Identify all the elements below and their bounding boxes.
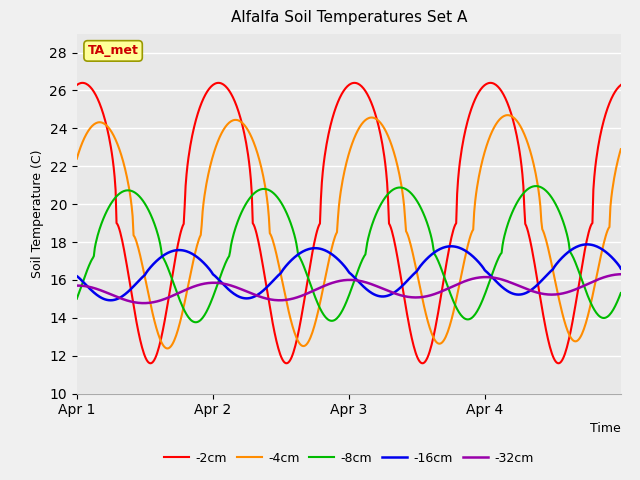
-2cm [554, 360, 562, 366]
-16cm [73, 273, 81, 279]
-4cm [441, 336, 449, 341]
Text: TA_met: TA_met [88, 44, 138, 58]
-2cm [617, 82, 625, 88]
Legend: -2cm, -4cm, -8cm, -16cm, -32cm: -2cm, -4cm, -8cm, -16cm, -32cm [159, 447, 539, 469]
Text: Time: Time [590, 422, 621, 435]
-32cm [140, 300, 148, 306]
-16cm [617, 265, 625, 271]
-32cm [73, 283, 81, 288]
-32cm [617, 271, 625, 277]
-4cm [76, 147, 83, 153]
-8cm [192, 319, 200, 325]
Line: -2cm: -2cm [77, 83, 621, 363]
Line: -4cm: -4cm [77, 115, 621, 348]
-4cm [588, 298, 595, 303]
-8cm [264, 187, 272, 192]
Line: -8cm: -8cm [77, 186, 621, 322]
-2cm [76, 81, 83, 86]
-8cm [401, 186, 409, 192]
-4cm [164, 346, 172, 351]
-32cm [441, 287, 449, 293]
Line: -32cm: -32cm [77, 274, 621, 303]
-16cm [401, 280, 409, 286]
Y-axis label: Soil Temperature (C): Soil Temperature (C) [31, 149, 44, 278]
-8cm [550, 198, 557, 204]
-16cm [583, 241, 591, 247]
-4cm [617, 146, 625, 152]
-8cm [532, 183, 540, 189]
-16cm [107, 298, 115, 303]
-8cm [617, 290, 625, 296]
-8cm [441, 276, 449, 281]
-4cm [401, 216, 409, 221]
-2cm [79, 80, 86, 86]
-2cm [401, 300, 409, 306]
-32cm [76, 283, 83, 288]
-8cm [73, 296, 81, 301]
-16cm [264, 283, 272, 289]
-16cm [549, 267, 557, 273]
-2cm [549, 353, 557, 359]
-32cm [264, 296, 272, 302]
-8cm [76, 288, 83, 294]
-4cm [550, 271, 557, 276]
-16cm [441, 244, 449, 250]
-2cm [588, 221, 595, 227]
Title: Alfalfa Soil Temperatures Set A: Alfalfa Soil Temperatures Set A [230, 11, 467, 25]
-32cm [401, 293, 409, 299]
-16cm [588, 242, 595, 248]
-2cm [264, 293, 272, 299]
-32cm [587, 280, 595, 286]
-4cm [73, 156, 81, 162]
Line: -16cm: -16cm [77, 244, 621, 300]
-16cm [76, 276, 83, 281]
-2cm [441, 270, 449, 276]
-2cm [73, 82, 81, 88]
-8cm [588, 301, 595, 307]
-4cm [264, 204, 272, 209]
-4cm [504, 112, 511, 118]
-32cm [549, 292, 557, 298]
